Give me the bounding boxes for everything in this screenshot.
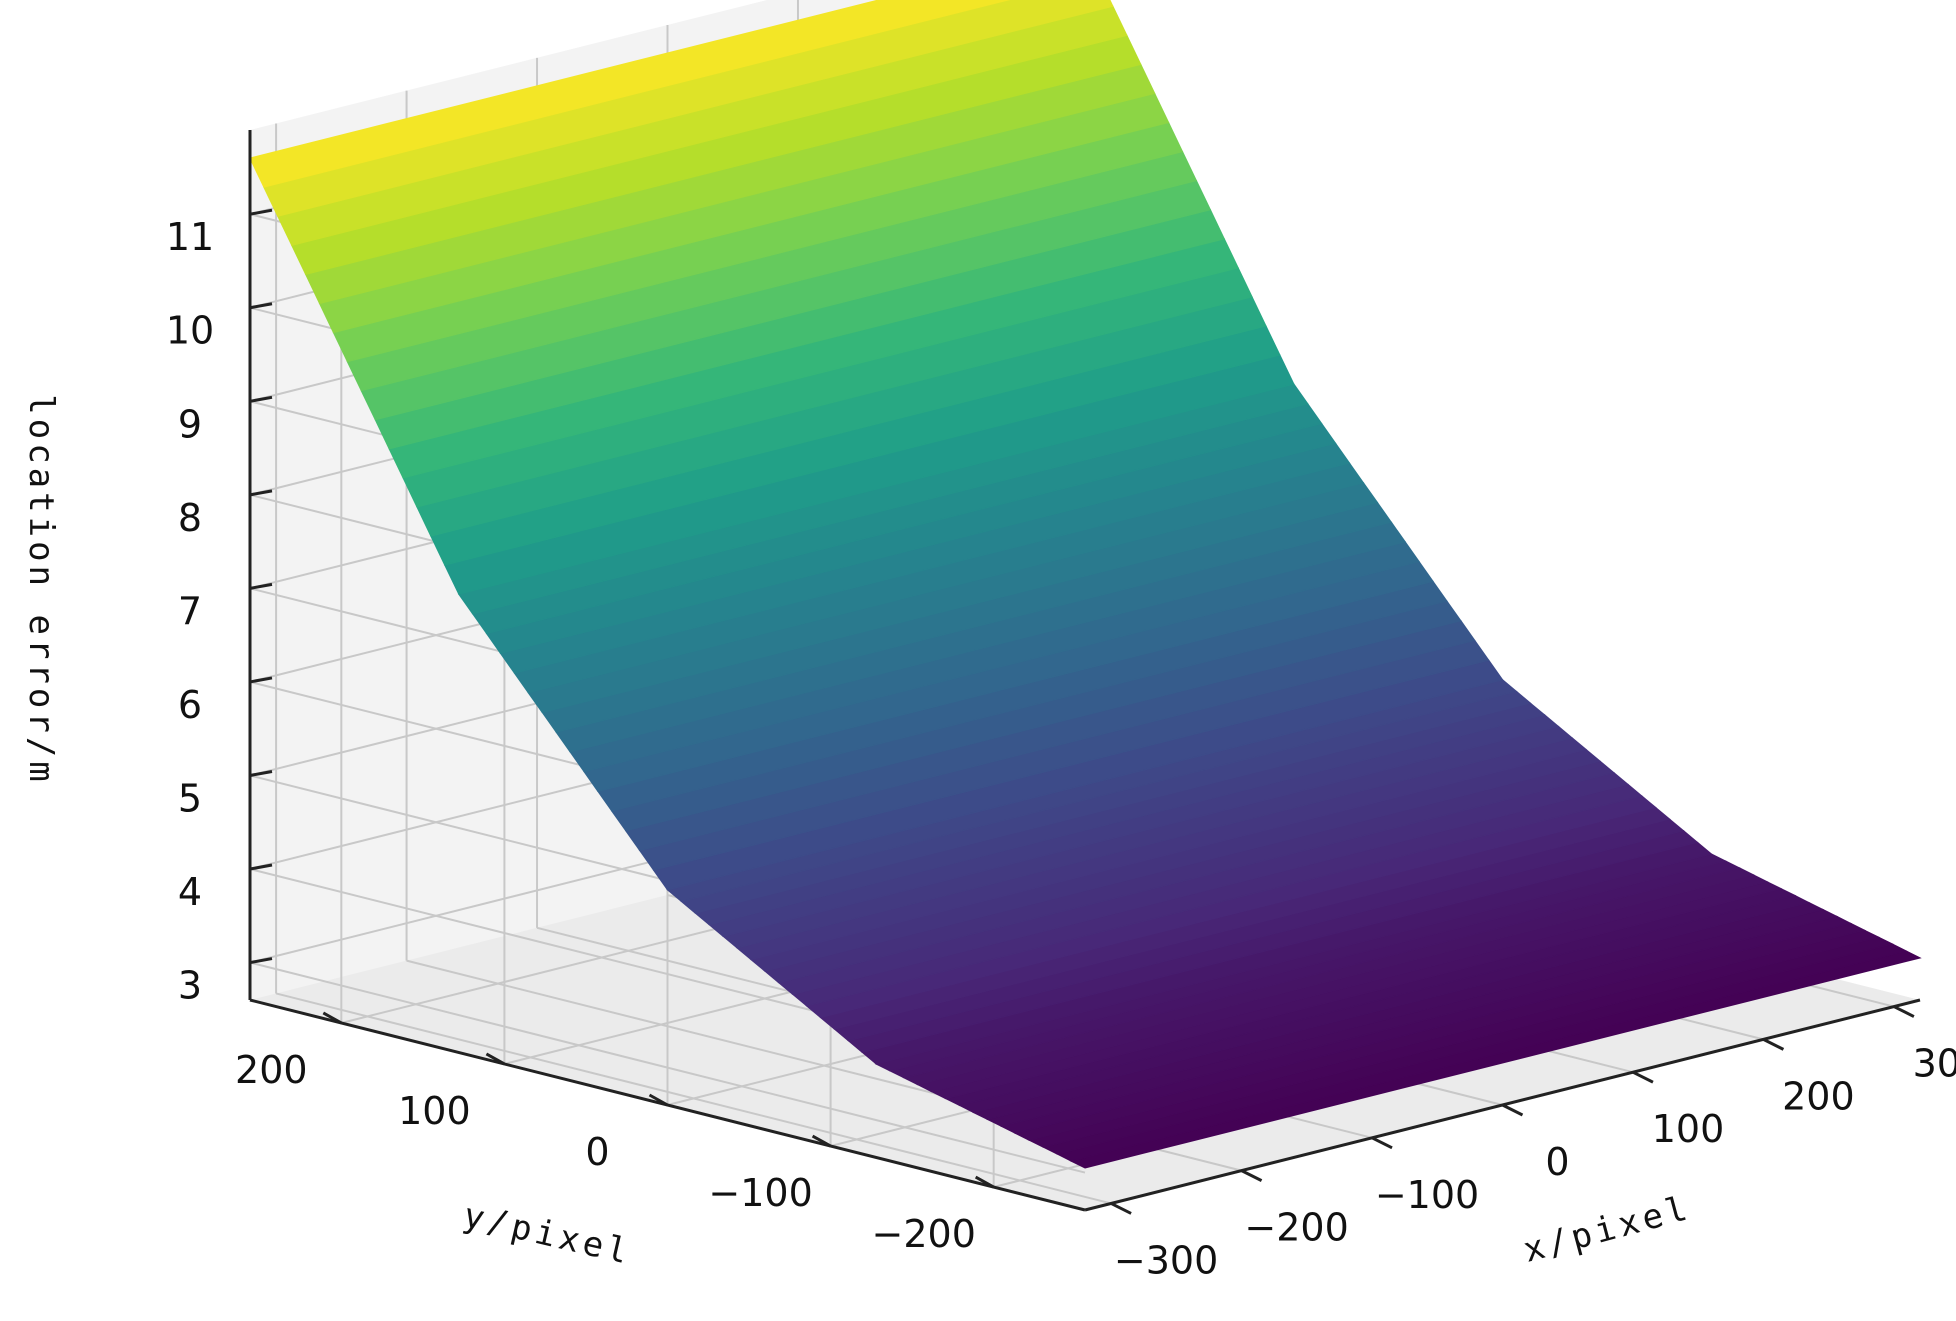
y-tick (648, 1093, 669, 1107)
y-tick-label: 0 (585, 1130, 609, 1174)
z-tick (249, 676, 273, 684)
z-tick-label: 11 (166, 215, 214, 259)
x-tick (1501, 1103, 1524, 1117)
x-tick (1632, 1070, 1654, 1084)
x-tick-label: −100 (1375, 1173, 1479, 1217)
y-tick-label: 100 (398, 1089, 471, 1133)
surface-strip (249, 0, 1011, 188)
x-axis-title: x/pixel (1519, 1188, 1695, 1271)
y-tick-label: 200 (235, 1048, 308, 1092)
y-tick (974, 1175, 995, 1189)
z-tick-label: 8 (178, 496, 202, 540)
x-tick (1762, 1038, 1785, 1051)
x-tick (1893, 1005, 1915, 1018)
z-tick (249, 395, 273, 403)
z-tick (249, 863, 273, 871)
z-tick-label: 3 (178, 964, 202, 1008)
x-tick-label: −200 (1244, 1206, 1348, 1250)
z-tick (249, 208, 273, 216)
x-tick-label: −300 (1114, 1238, 1218, 1282)
z-tick-label: 6 (178, 683, 202, 727)
z-tick-label: 7 (178, 589, 202, 633)
y-tick (322, 1011, 343, 1025)
y-tick-label: −100 (708, 1171, 812, 1215)
y-tick (485, 1052, 506, 1066)
x-tick (1110, 1202, 1132, 1215)
x-tick-label: 300 (1913, 1042, 1956, 1086)
z-tick-label: 4 (178, 870, 202, 914)
x-tick-label: 100 (1652, 1107, 1725, 1151)
z-tick (249, 582, 273, 590)
z-tick (249, 770, 273, 777)
x-tick-label: 200 (1782, 1074, 1855, 1118)
z-tick-label: 10 (166, 309, 214, 353)
z-axis-title: location error/m (21, 394, 61, 786)
x-tick (1371, 1136, 1393, 1150)
x-tick (1240, 1169, 1263, 1182)
axes (248, 130, 1921, 1215)
z-tick-label: 5 (178, 777, 202, 821)
y-tick-label: −200 (872, 1212, 976, 1256)
tick-labels: 3 4 5 6 7 8 9 10 11 −200 −100 0 100 200 −300 −200 −100 0 1… (166, 215, 1956, 1282)
z-tick-label: 9 (178, 402, 202, 446)
z-tick (249, 957, 273, 965)
y-tick (811, 1134, 832, 1148)
z-tick (249, 489, 273, 497)
y-axis-title: y/pixel (460, 1196, 636, 1274)
surface (249, 0, 1922, 1169)
z-tick (249, 302, 273, 310)
surface-strip (263, 0, 1114, 217)
x-tick-label: 0 (1545, 1140, 1569, 1184)
